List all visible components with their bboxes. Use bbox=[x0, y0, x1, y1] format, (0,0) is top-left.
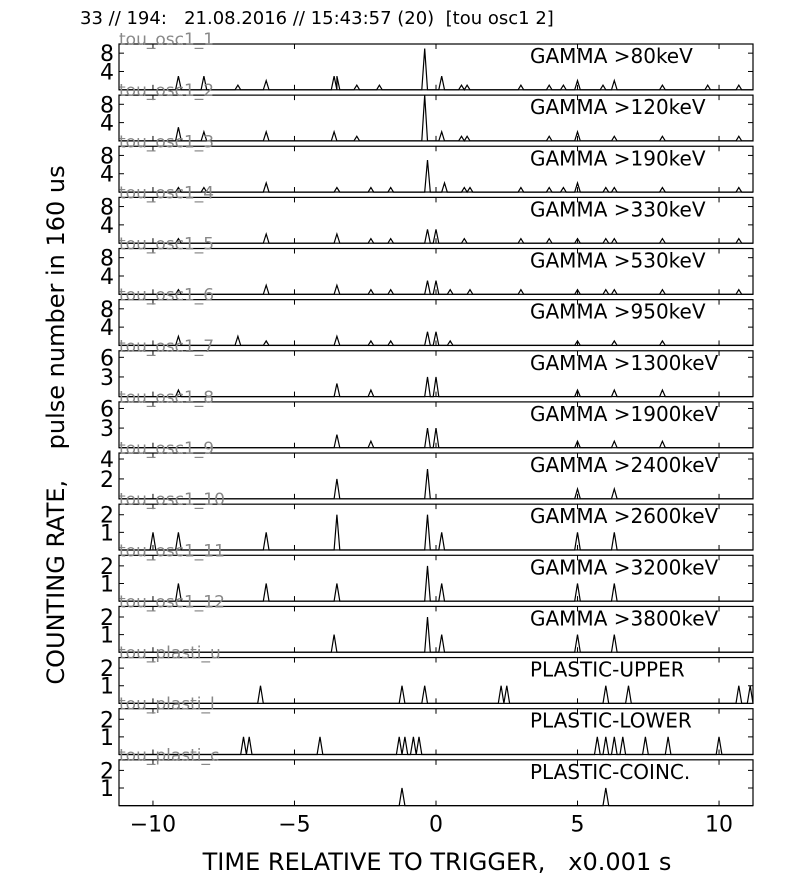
y-tick-label: 1 bbox=[100, 572, 114, 597]
channel-name: tou_osc1_3 bbox=[119, 132, 214, 152]
y-tick-label: 3 bbox=[100, 366, 114, 391]
chart-header: 33 // 194: 21.08.2016 // 15:43:57 (20) [… bbox=[80, 8, 554, 29]
panel-label: GAMMA >1300keV bbox=[530, 351, 719, 375]
panel-tou-osc1-12: 12 GAMMA >3800keV tou_osc1_12 bbox=[100, 592, 754, 653]
channel-name: tou_osc1_10 bbox=[119, 490, 225, 510]
panel-tou-osc1-11: 12 GAMMA >3200keV tou_osc1_11 bbox=[100, 541, 754, 602]
panel-tou-plasti-c: 12 PLASTIC-COINC. tou_plasti_c bbox=[100, 746, 754, 807]
panel-tou-osc1-6: 48 GAMMA >950keV tou_osc1_6 bbox=[100, 286, 754, 347]
channel-name: tou_osc1_9 bbox=[119, 439, 214, 459]
panel-tou-osc1-4: 48 GAMMA >330keV tou_osc1_4 bbox=[100, 183, 754, 244]
x-tick-label: 10 bbox=[705, 813, 733, 838]
channel-name: tou_plasti_u bbox=[119, 644, 221, 664]
panel-label: GAMMA >3800keV bbox=[530, 606, 719, 630]
y-tick-label: 4 bbox=[100, 448, 114, 473]
panel-label: GAMMA >950keV bbox=[530, 300, 706, 324]
channel-name: tou_osc1_8 bbox=[119, 388, 214, 408]
y-tick-label: 2 bbox=[100, 606, 114, 631]
channel-name: tou_osc1_7 bbox=[119, 337, 214, 357]
y-tick-label: 4 bbox=[100, 112, 114, 137]
panel-tou-osc1-10: 12 GAMMA >2600keV tou_osc1_10 bbox=[100, 490, 754, 551]
panel-tou-osc1-3: 48 GAMMA >190keV tou_osc1_3 bbox=[100, 132, 754, 194]
x-tick-label: −5 bbox=[278, 813, 310, 838]
channel-name: tou_plasti_c bbox=[119, 746, 219, 766]
series-line bbox=[119, 685, 754, 704]
x-tick-label: 5 bbox=[571, 813, 585, 838]
channel-name: tou_osc1_12 bbox=[119, 592, 225, 612]
channel-name: tou_plasti_l bbox=[119, 695, 215, 715]
y-tick-label: 4 bbox=[100, 265, 114, 290]
y-tick-label: 6 bbox=[100, 346, 114, 371]
panel-label: GAMMA >1900keV bbox=[530, 402, 719, 426]
panel-label: PLASTIC-UPPER bbox=[530, 658, 685, 682]
y-tick-label: 2 bbox=[100, 468, 114, 493]
x-tick-label: 0 bbox=[429, 813, 443, 838]
channel-name: tou_osc1_5 bbox=[119, 235, 214, 255]
series-line bbox=[119, 229, 753, 244]
y-tick-label: 1 bbox=[100, 675, 114, 700]
panel-tou-plasti-u: 12 PLASTIC-UPPER tou_plasti_u bbox=[100, 644, 754, 704]
panel-tou-osc1-7: 36 GAMMA >1300keV tou_osc1_7 bbox=[100, 337, 754, 398]
panel-label: GAMMA >3200keV bbox=[530, 555, 719, 579]
panel-label: GAMMA >2400keV bbox=[530, 453, 719, 477]
x-tick-label: −10 bbox=[130, 813, 176, 838]
channel-name: tou_osc1_11 bbox=[119, 541, 225, 561]
y-tick-label: 1 bbox=[100, 726, 114, 751]
series-line bbox=[119, 280, 753, 295]
panel-tou-osc1-9: 24 GAMMA >2400keV tou_osc1_9 bbox=[100, 439, 754, 500]
y-tick-label: 2 bbox=[100, 555, 114, 580]
y-tick-label: 8 bbox=[100, 298, 114, 323]
channel-name: tou_osc1_1 bbox=[119, 30, 214, 50]
panel-label: PLASTIC-COINC. bbox=[530, 760, 690, 784]
panel-label: GAMMA >190keV bbox=[530, 146, 706, 170]
y-tick-label: 8 bbox=[100, 144, 114, 169]
panel-label: GAMMA >80keV bbox=[530, 44, 693, 68]
panel-tou-osc1-5: 48 GAMMA >530keV tou_osc1_5 bbox=[100, 235, 754, 295]
y-tick-label: 1 bbox=[100, 777, 114, 802]
y-tick-label: 1 bbox=[100, 624, 114, 649]
y-tick-label: 8 bbox=[100, 247, 114, 272]
channel-name: tou_osc1_4 bbox=[119, 183, 214, 203]
panel-label: GAMMA >530keV bbox=[530, 249, 706, 273]
series-line bbox=[119, 48, 753, 91]
y-tick-label: 8 bbox=[100, 42, 114, 67]
x-axis-label: TIME RELATIVE TO TRIGGER, x0.001 s bbox=[202, 848, 672, 876]
series-line bbox=[119, 616, 753, 653]
y-tick-label: 4 bbox=[100, 214, 114, 239]
panel-label: PLASTIC-LOWER bbox=[530, 709, 692, 733]
y-tick-label: 3 bbox=[100, 417, 114, 442]
channel-name: tou_osc1_6 bbox=[119, 286, 214, 306]
y-tick-label: 2 bbox=[100, 759, 114, 784]
y-tick-label: 4 bbox=[100, 60, 114, 85]
y-tick-label: 4 bbox=[100, 163, 114, 188]
y-tick-label: 4 bbox=[100, 316, 114, 341]
panel-tou-plasti-l: 12 PLASTIC-LOWER tou_plasti_l bbox=[100, 695, 754, 756]
y-tick-label: 1 bbox=[100, 521, 114, 546]
panel-label: GAMMA >330keV bbox=[530, 197, 706, 221]
y-tick-label: 8 bbox=[100, 93, 114, 118]
channel-name: tou_osc1_2 bbox=[119, 81, 214, 101]
panel-tou-osc1-1: 48 GAMMA >80keV tou_osc1_1 bbox=[100, 30, 754, 91]
y-tick-label: 2 bbox=[100, 708, 114, 733]
panel-tou-osc1-8: 36 GAMMA >1900keV tou_osc1_8 bbox=[100, 388, 754, 449]
y-tick-label: 8 bbox=[100, 196, 114, 221]
panel-tou-osc1-2: 48 GAMMA >120keV tou_osc1_2 bbox=[100, 81, 754, 143]
y-tick-label: 2 bbox=[100, 504, 114, 529]
y-tick-label: 2 bbox=[100, 657, 114, 682]
panel-label: GAMMA >120keV bbox=[530, 95, 706, 119]
y-tick-label: 6 bbox=[100, 397, 114, 422]
panel-label: GAMMA >2600keV bbox=[530, 504, 719, 528]
